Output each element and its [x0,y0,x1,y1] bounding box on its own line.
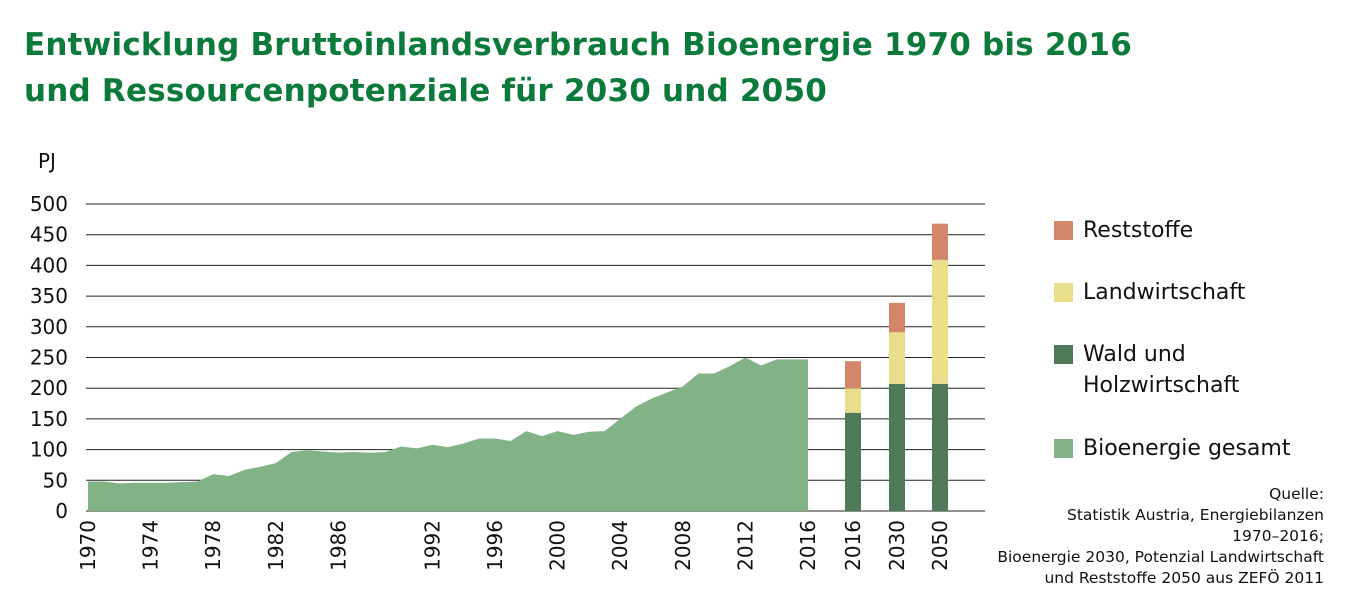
title-line-2: und Ressourcenpotenziale für 2030 und 20… [24,73,827,109]
bar-2016-segment-1 [845,388,861,413]
y-tick-label-300: 300 [30,315,68,339]
bar-2016-segment-0 [845,412,861,511]
x-tick-label-1978: 1978 [201,520,225,571]
legend-swatch-landwirtschaft [1054,283,1073,302]
x-tick-label-1992: 1992 [420,520,444,571]
x-tick-label-1970: 1970 [76,520,100,571]
x-tick-label-1996: 1996 [483,520,507,571]
legend-swatch-bioenergie [1054,439,1073,458]
bar-2050-segment-0 [932,383,948,511]
y-axis-label: PJ [38,149,56,173]
x-axis: 1970 1974 1978 1982 1986 1992 1996 2000 2004 2008… [76,520,952,571]
y-tick-label-100: 100 [30,438,68,462]
bar-category-label-2030: 2030 [885,520,909,571]
y-axis: 0 50 100 150 200 250 300 350 400 450 500 [30,192,68,523]
x-tick-label-2008: 2008 [671,520,695,571]
area-bioenergie-gesamt [88,357,808,511]
source-line-4: Bioenergie 2030, Potenzial Landwirtschaf… [997,548,1324,566]
y-tick-label-150: 150 [30,407,68,431]
title-line-1: Entwicklung Bruttoinlandsverbrauch Bioen… [24,27,1132,63]
bar-2030-segment-2 [889,302,905,333]
bar-2030-segment-1 [889,332,905,384]
legend-label-wald: Wald und Holzwirtschaft [1083,339,1239,401]
source-note: Quelle: Statistik Austria, Energiebilanz… [997,484,1324,589]
y-tick-label-0: 0 [55,499,68,523]
y-tick-label-250: 250 [30,346,68,370]
source-line-1: Quelle: [1269,485,1324,503]
y-tick-label-500: 500 [30,192,68,216]
legend-label-wald-line2: Holzwirtschaft [1083,373,1240,398]
y-tick-label-200: 200 [30,376,68,400]
legend-label-reststoffe: Reststoffe [1083,218,1194,243]
x-tick-label-2004: 2004 [608,520,632,571]
x-tick-label-1986: 1986 [326,520,350,571]
y-tick-label-50: 50 [43,468,68,492]
y-tick-label-400: 400 [30,253,68,277]
x-tick-label-1974: 1974 [139,520,163,571]
bar-series [845,223,948,511]
chart-title: Entwicklung Bruttoinlandsverbrauch Bioen… [24,22,1132,114]
source-line-3: 1970–2016; [1232,527,1324,545]
bar-2016-segment-2 [845,361,861,389]
bar-2030-segment-0 [889,383,905,511]
bar-2050-segment-2 [932,223,948,260]
source-line-2: Statistik Austria, Energiebilanzen [1067,506,1324,524]
bar-2050-segment-1 [932,259,948,384]
source-line-5: und Reststoffe 2050 aus ZEFÖ 2011 [1044,569,1324,587]
x-tick-label-2000: 2000 [546,520,570,571]
y-tick-label-450: 450 [30,223,68,247]
x-tick-label-1982: 1982 [264,520,288,571]
legend-swatch-reststoffe [1054,221,1073,240]
gridlines [86,203,985,512]
legend-label-wald-line1: Wald und [1083,342,1186,367]
x-tick-label-2016: 2016 [796,520,820,571]
x-tick-label-2012: 2012 [733,520,757,571]
bar-category-label-2050: 2050 [928,520,952,571]
legend-label-landwirtschaft: Landwirtschaft [1083,280,1246,305]
legend-swatch-wald [1054,345,1073,364]
area-series [88,357,808,511]
bar-category-label-2016: 2016 [841,520,865,571]
legend-label-bioenergie: Bioenergie gesamt [1083,436,1291,461]
y-tick-label-350: 350 [30,284,68,308]
